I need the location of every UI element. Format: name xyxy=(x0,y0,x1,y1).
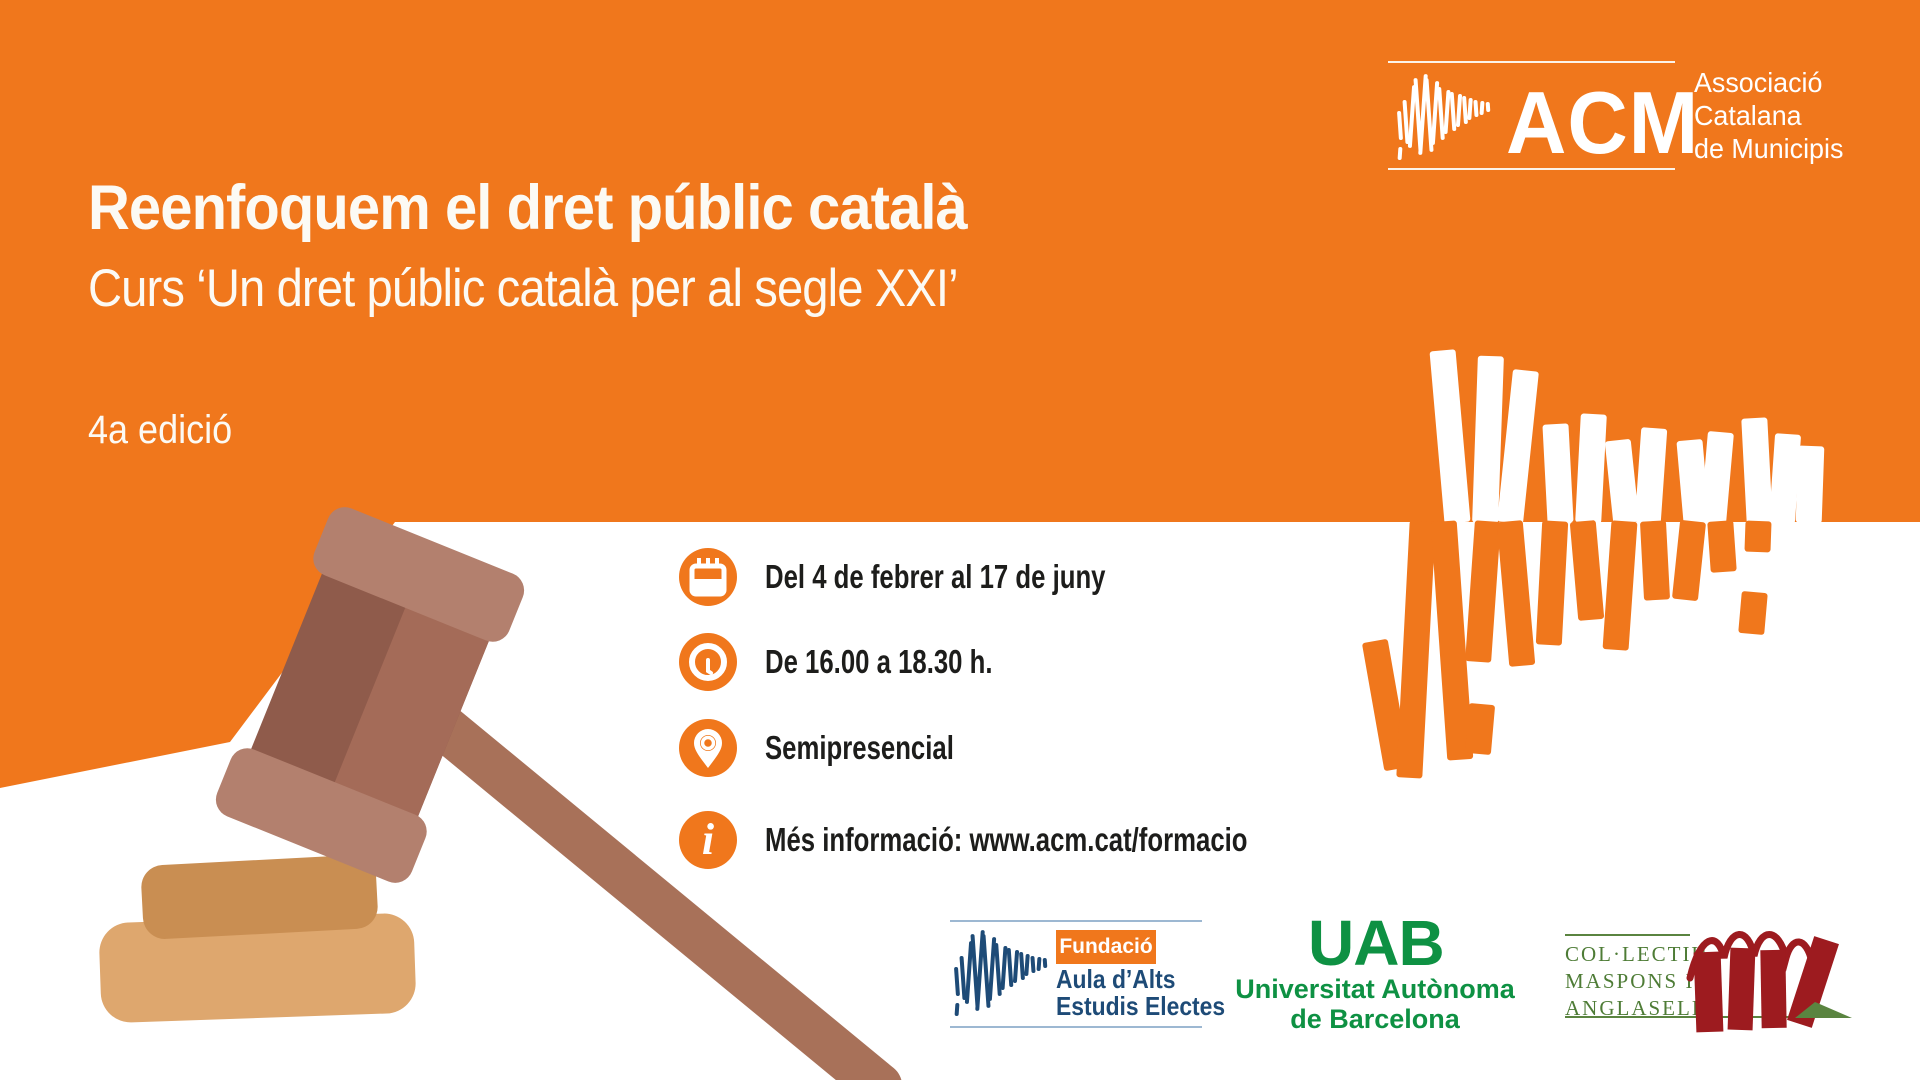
wave-bar xyxy=(1575,413,1607,524)
fundacio-name-line: Estudis Electes xyxy=(1056,991,1226,1021)
gavel-cap-top xyxy=(313,507,525,642)
clock-icon xyxy=(679,633,737,691)
wave-bar xyxy=(1634,427,1668,524)
wave-bar xyxy=(1396,520,1436,779)
acm-logo-bottom-rule xyxy=(1388,168,1675,170)
collectiu-books-icon xyxy=(1686,931,1852,1033)
collectiu-name: COL·LECTIU MASPONS I ANGLASELL xyxy=(1565,941,1709,1022)
detail-more-info: Més informació: www.acm.cat/formacio xyxy=(765,821,1248,858)
wave-bar xyxy=(1605,439,1639,524)
uab-name-line: de Barcelona xyxy=(1290,1004,1460,1034)
wave-bar xyxy=(1465,520,1501,663)
mini-wave-bar xyxy=(1012,949,1019,984)
gavel-base-top xyxy=(141,854,378,939)
mini-wave-bar xyxy=(953,966,961,997)
detail-format: Semipresencial xyxy=(765,729,954,766)
fundacio-soundwave-icon xyxy=(953,928,1048,1020)
collectiu-name-line: ANGLASELL xyxy=(1565,996,1707,1020)
wave-bar xyxy=(1430,520,1474,761)
acm-logo-top-rule xyxy=(1388,61,1675,63)
wave-bar xyxy=(1676,439,1710,524)
mini-wave-bar xyxy=(1467,97,1474,120)
uab-name-line: Universitat Autònoma xyxy=(1235,974,1515,1004)
wave-bar xyxy=(1738,591,1768,635)
wave-bar xyxy=(1769,433,1801,524)
collectiu-leaf xyxy=(1795,1002,1852,1018)
info-icon: i xyxy=(679,811,737,869)
acm-org-line: de Municipis xyxy=(1694,133,1844,164)
mini-wave-bar xyxy=(1396,110,1404,141)
mini-wave-bar xyxy=(1397,147,1403,161)
wave-bar xyxy=(1465,703,1495,755)
wave-bar xyxy=(1700,431,1734,524)
mini-wave-bar xyxy=(1461,95,1468,124)
wave-bar xyxy=(1472,355,1504,524)
wave-bar xyxy=(1672,520,1706,601)
collectiu-name-line: MASPONS I xyxy=(1565,969,1695,993)
mini-wave-bar xyxy=(1036,956,1042,971)
collectiu-bottom-rule xyxy=(1565,1016,1821,1018)
wave-bar xyxy=(1744,520,1772,553)
wave-bar xyxy=(1741,417,1773,524)
mini-wave-bar xyxy=(1485,102,1491,113)
banner-subtitle: Curs ‘Un dret públic català per al segle… xyxy=(88,259,959,318)
mini-wave-bar xyxy=(1479,100,1485,115)
wave-bar xyxy=(1496,520,1536,667)
gavel-base-bottom xyxy=(99,913,416,1023)
fundacio-tag: Fundació xyxy=(1056,930,1156,964)
gavel-illustration xyxy=(99,507,903,1080)
mini-wave-bar xyxy=(1042,958,1048,969)
wave-bar xyxy=(1497,369,1539,524)
uab-acronym: UAB xyxy=(1308,907,1445,979)
orange-background-shape xyxy=(0,0,1920,788)
wave-bar xyxy=(1542,423,1574,524)
fundacio-bottom-rule xyxy=(950,1026,1202,1028)
detail-schedule: De 16.00 a 18.30 h. xyxy=(765,643,993,680)
uab-name: Universitat Autònoma de Barcelona xyxy=(1210,974,1540,1034)
wave-bar xyxy=(1602,520,1638,651)
fundacio-top-rule xyxy=(950,920,1202,922)
fundacio-name: Aula d’Alts Estudis Electes xyxy=(1056,966,1225,1020)
collectiu-top-rule xyxy=(1565,934,1690,936)
gavel-barrel-light xyxy=(328,586,496,837)
banner-title: Reenfoquem el dret públic català xyxy=(88,173,968,243)
mini-wave-bar xyxy=(1455,93,1462,128)
wave-bar xyxy=(1535,520,1569,646)
gavel-cap-bottom xyxy=(215,748,427,883)
mini-wave-bar xyxy=(954,1003,960,1017)
acm-org-name: Associació Catalana de Municipis xyxy=(1694,66,1843,165)
gavel-handle xyxy=(397,685,903,1080)
fundacio-name-line: Aula d’Alts xyxy=(1056,964,1176,994)
acm-org-line: Catalana xyxy=(1694,100,1802,131)
calendar-icon xyxy=(679,548,737,606)
acm-org-line: Associació xyxy=(1694,67,1823,98)
wave-bar xyxy=(1707,520,1737,573)
acm-soundwave-icon xyxy=(1396,72,1491,164)
wave-bar xyxy=(1429,349,1471,524)
wave-bar xyxy=(1569,520,1605,621)
mini-wave-bar xyxy=(1024,953,1031,976)
acm-acronym: ACM xyxy=(1506,73,1700,172)
collectiu-name-line: COL·LECTIU xyxy=(1565,942,1709,966)
mini-wave-bar xyxy=(1473,99,1479,118)
mini-wave-bar xyxy=(1018,951,1025,980)
wave-bar xyxy=(1362,639,1410,771)
mini-wave-bar xyxy=(1030,955,1036,974)
banner-edition: 4a edició xyxy=(88,408,233,452)
detail-dates: Del 4 de febrer al 17 de juny xyxy=(765,558,1106,595)
wave-bar xyxy=(1795,445,1825,524)
location-pin-icon xyxy=(679,719,737,777)
soundwave-decoration xyxy=(1362,349,1825,779)
wave-bar xyxy=(1640,520,1670,601)
